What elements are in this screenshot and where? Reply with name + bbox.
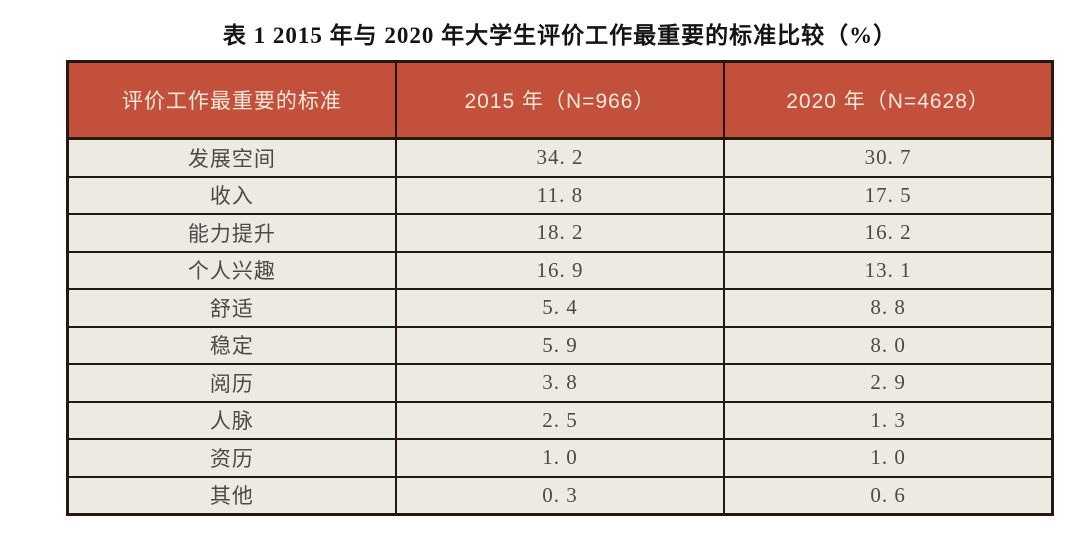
value-2020: 30. 7 [723,137,1054,178]
value-2020: 8. 8 [723,288,1054,328]
value-2015: 11. 8 [394,175,726,215]
value-2015: 0. 3 [394,475,726,516]
value-2020: 2. 9 [723,363,1054,403]
table-body: 发展空间 34. 2 30. 7 收入 11. 8 17. 5 能力提升 18.… [66,137,1054,516]
row-label: 个人兴趣 [66,250,397,290]
row-label: 阅历 [66,363,397,403]
value-2015: 16. 9 [394,250,726,290]
row-label: 收入 [66,175,397,215]
comparison-table: 评价工作最重要的标准 2015 年（N=966） 2020 年（N=4628） … [66,60,1054,516]
table-row: 阅历 3. 8 2. 9 [66,363,1054,403]
table-row: 人脉 2. 5 1. 3 [66,400,1054,440]
table-header: 评价工作最重要的标准 2015 年（N=966） 2020 年（N=4628） [66,60,1054,140]
header-row: 评价工作最重要的标准 2015 年（N=966） 2020 年（N=4628） [66,60,1054,140]
table-row: 个人兴趣 16. 9 13. 1 [66,250,1054,290]
value-2020: 17. 5 [723,175,1054,215]
table-row: 发展空间 34. 2 30. 7 [66,137,1054,178]
value-2020: 8. 0 [723,325,1054,365]
value-2015: 1. 0 [394,438,726,478]
table-row: 稳定 5. 9 8. 0 [66,325,1054,365]
row-label: 舒适 [66,288,397,328]
value-2020: 0. 6 [723,475,1054,516]
header-cell-2020: 2020 年（N=4628） [723,60,1054,140]
table-row: 其他 0. 3 0. 6 [66,475,1054,516]
row-label: 人脉 [66,400,397,440]
value-2015: 2. 5 [394,400,726,440]
value-2020: 1. 0 [723,438,1054,478]
row-label: 稳定 [66,325,397,365]
row-label: 其他 [66,475,397,516]
table-row: 能力提升 18. 2 16. 2 [66,213,1054,253]
value-2015: 34. 2 [394,137,726,178]
value-2020: 13. 1 [723,250,1054,290]
value-2015: 18. 2 [394,213,726,253]
header-cell-2015: 2015 年（N=966） [394,60,726,140]
value-2015: 5. 9 [394,325,726,365]
value-2020: 1. 3 [723,400,1054,440]
value-2015: 3. 8 [394,363,726,403]
row-label: 能力提升 [66,213,397,253]
value-2015: 5. 4 [394,288,726,328]
table-row: 收入 11. 8 17. 5 [66,175,1054,215]
table-row: 舒适 5. 4 8. 8 [66,288,1054,328]
value-2020: 16. 2 [723,213,1054,253]
table-title: 表 1 2015 年与 2020 年大学生评价工作最重要的标准比较（%） [222,23,898,48]
header-cell-criteria: 评价工作最重要的标准 [66,60,397,140]
row-label: 资历 [66,438,397,478]
table-row: 资历 1. 0 1. 0 [66,438,1054,478]
row-label: 发展空间 [66,137,397,178]
